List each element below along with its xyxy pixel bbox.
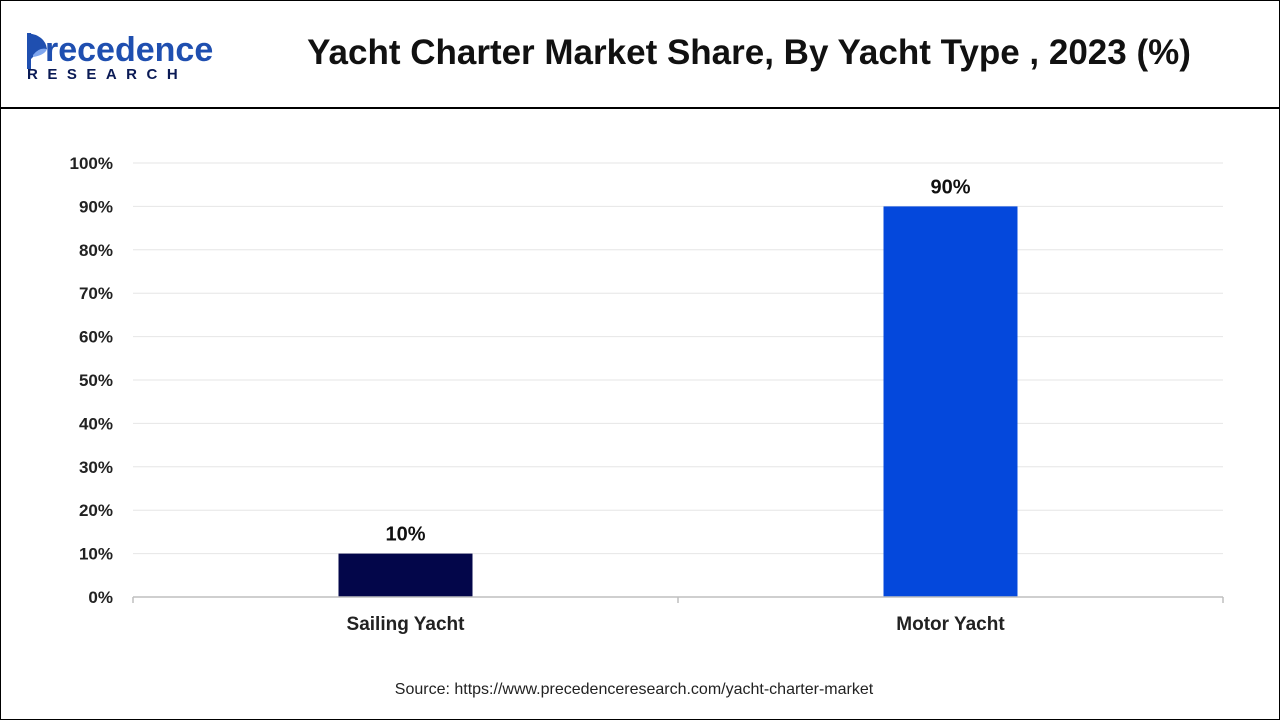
y-tick-label: 0%: [88, 588, 113, 607]
brand-tagline: RESEARCH: [27, 66, 187, 83]
data-labels: 10% 90%: [385, 176, 970, 545]
header: recedence RESEARCH Yacht Charter Market …: [1, 1, 1279, 109]
y-tick-label: 100%: [70, 154, 113, 173]
y-tick-label: 90%: [79, 197, 113, 216]
y-tick-label: 40%: [79, 414, 113, 433]
bar-sailing-yacht: [338, 553, 473, 597]
y-tick-label: 50%: [79, 371, 113, 390]
y-tick-label: 10%: [79, 545, 113, 564]
data-label: 10%: [385, 524, 425, 546]
chart-area: 0% 10% 20% 30% 40% 50% 60% 70% 80% 90% 100% 10% 90%…: [1, 109, 1279, 669]
x-tick-label: Sailing Yacht: [347, 614, 466, 635]
y-tick-label: 80%: [79, 241, 113, 260]
y-tick-label: 30%: [79, 458, 113, 477]
brand-logo: recedence RESEARCH: [23, 27, 223, 83]
brand-name: recedence: [45, 31, 213, 69]
source-note: Source: https://www.precedenceresearch.c…: [394, 681, 874, 698]
y-tick-label: 70%: [79, 284, 113, 303]
bar-motor-yacht: [883, 206, 1018, 597]
bars: [338, 206, 1018, 597]
y-tick-label: 60%: [79, 328, 113, 347]
gridlines: [133, 162, 1223, 555]
page-title: Yacht Charter Market Share, By Yacht Typ…: [307, 33, 1191, 72]
y-axis-ticks: 0% 10% 20% 30% 40% 50% 60% 70% 80% 90% 100%: [70, 154, 113, 607]
brand-logo-mark: recedence RESEARCH: [27, 31, 213, 83]
y-tick-label: 20%: [79, 501, 113, 520]
bar-chart: 0% 10% 20% 30% 40% 50% 60% 70% 80% 90% 100% 10% 90%…: [70, 154, 1224, 635]
data-label: 90%: [930, 176, 970, 198]
x-tick-label: Motor Yacht: [896, 614, 1005, 635]
x-axis: Sailing Yacht Motor Yacht: [132, 596, 1224, 635]
sail-icon: [27, 33, 47, 69]
